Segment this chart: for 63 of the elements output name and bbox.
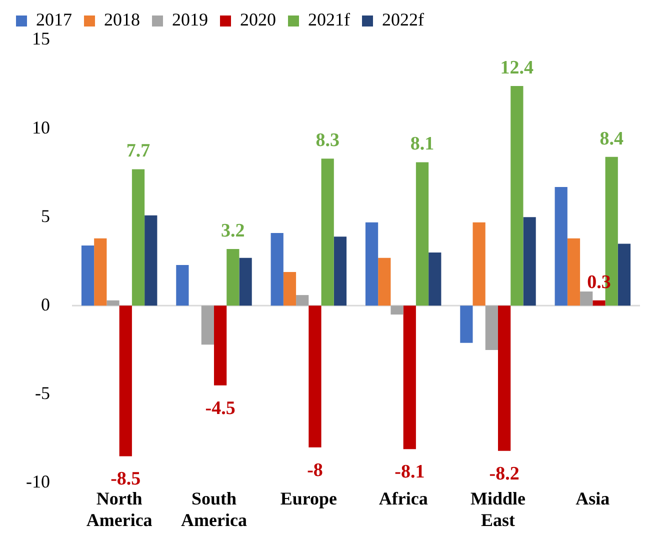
data-label: -8.5 xyxy=(110,468,141,490)
bar xyxy=(201,306,214,345)
x-tick-label: Asia xyxy=(576,488,610,508)
bar xyxy=(472,222,486,306)
data-label: 7.7 xyxy=(126,140,151,162)
legend-label: 2020 xyxy=(240,10,276,30)
bar xyxy=(485,306,498,350)
bar xyxy=(580,292,593,306)
bar xyxy=(365,222,378,306)
data-label: -4.5 xyxy=(205,398,236,419)
bar xyxy=(378,258,391,306)
data-label: -8 xyxy=(307,460,323,481)
bar xyxy=(334,236,347,306)
data-label: 8.4 xyxy=(600,128,624,150)
bar xyxy=(592,300,606,306)
legend-label: 2018 xyxy=(104,10,140,30)
bar xyxy=(296,295,309,306)
bar xyxy=(239,258,252,306)
legend-label: 2019 xyxy=(172,10,208,30)
bar xyxy=(523,217,536,306)
bar xyxy=(81,245,94,306)
bar xyxy=(618,244,631,306)
y-tick-label: 5 xyxy=(40,206,50,226)
bar xyxy=(176,264,189,306)
bar xyxy=(214,306,227,386)
data-label: 12.4 xyxy=(500,57,534,78)
bar xyxy=(428,252,442,306)
data-label: -8.1 xyxy=(394,462,425,483)
data-label: 8.1 xyxy=(410,134,434,155)
y-tick-label: 0 xyxy=(40,294,50,314)
x-tick-label: North America xyxy=(86,488,152,530)
legend-label: 2021f xyxy=(308,10,350,30)
bar xyxy=(144,215,158,306)
y-tick-label: 15 xyxy=(32,28,50,49)
bar xyxy=(390,306,404,315)
bar xyxy=(460,306,473,343)
bar xyxy=(416,162,429,306)
bar xyxy=(403,306,416,450)
bar xyxy=(283,272,296,306)
data-label: -8.2 xyxy=(489,463,520,484)
x-tick-label: Middle East xyxy=(470,488,526,530)
x-tick-label: Europe xyxy=(280,488,338,508)
bar xyxy=(308,306,322,448)
data-label: 8.3 xyxy=(316,130,340,152)
bar xyxy=(132,169,145,306)
y-tick-label: 10 xyxy=(32,117,50,138)
bar xyxy=(498,306,511,451)
bar xyxy=(567,238,580,306)
bar xyxy=(226,249,240,306)
bar xyxy=(510,86,524,306)
bar xyxy=(94,238,107,306)
legend-label: 2022f xyxy=(382,10,424,30)
legend-label: 2017 xyxy=(36,10,72,30)
bar xyxy=(321,158,334,306)
y-tick-label: -5 xyxy=(34,382,50,403)
bar xyxy=(554,187,568,306)
data-label: 3.2 xyxy=(221,220,245,242)
bar xyxy=(270,233,284,306)
bar xyxy=(106,300,120,306)
y-tick-label: -10 xyxy=(26,472,50,492)
x-tick-label: Africa xyxy=(378,488,428,508)
x-tick-label: South America xyxy=(181,488,247,530)
bar xyxy=(119,306,132,456)
